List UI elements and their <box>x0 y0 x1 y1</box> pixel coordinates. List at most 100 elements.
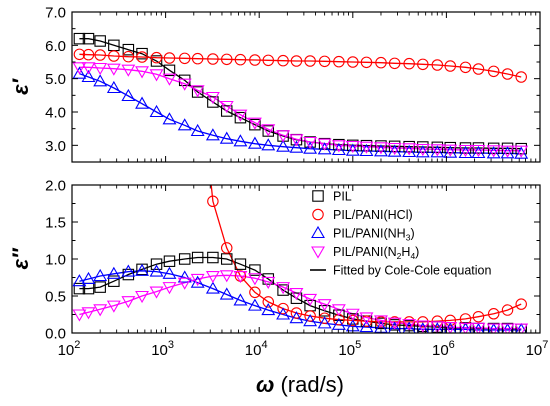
data-point <box>374 315 388 328</box>
data-point <box>177 277 192 290</box>
data-point <box>415 145 430 158</box>
data-point <box>205 270 220 284</box>
permittivity-imaginary-panel: 0.0 0.5 1.0 1.5 2.0 ε″ 102 103 104 105 106 107 <box>8 178 549 360</box>
y-tick-label: 0.5 <box>45 289 66 306</box>
data-point <box>347 139 359 152</box>
data-point <box>261 276 276 290</box>
data-point <box>289 287 304 301</box>
chart-legend: PIL PIL/PANI(HCl) PIL/PANI(NH3) PIL/PANI(N2… <box>310 190 491 278</box>
data-point <box>290 55 303 67</box>
data-point <box>207 53 219 65</box>
data-point <box>331 140 346 153</box>
y-axis-title: ε″ <box>8 247 33 270</box>
data-point <box>150 258 163 270</box>
x-tick-label: 107 <box>526 339 549 359</box>
data-point <box>471 322 486 333</box>
data-point <box>303 141 318 154</box>
y-tick-label: 1.5 <box>45 215 66 232</box>
fit-line-0 <box>79 38 522 150</box>
data-point <box>73 282 86 295</box>
y-tick-label: 6.0 <box>45 38 66 55</box>
data-point <box>304 55 316 67</box>
data-point <box>247 273 262 286</box>
data-point <box>375 56 387 69</box>
data-point <box>72 62 87 75</box>
data-point <box>162 112 177 125</box>
data-point <box>515 298 527 310</box>
data-point <box>458 145 473 159</box>
data-point <box>471 144 486 158</box>
data-point <box>277 284 289 296</box>
data-point <box>121 296 136 309</box>
data-point <box>178 253 191 265</box>
data-point <box>276 282 291 295</box>
data-point <box>220 53 233 66</box>
data-point <box>347 56 359 68</box>
data-point <box>375 140 387 152</box>
data-point <box>249 264 261 276</box>
data-point <box>261 138 276 151</box>
data-point <box>163 255 176 267</box>
data-point <box>81 271 96 285</box>
fit-line-2 <box>79 73 522 155</box>
data-point <box>500 146 515 159</box>
data-point <box>345 140 360 154</box>
data-point <box>514 145 529 158</box>
data-point <box>331 317 346 330</box>
data-point <box>387 317 402 330</box>
data-point <box>333 138 345 151</box>
data-point <box>93 74 108 87</box>
data-point <box>402 144 417 158</box>
data-point <box>149 104 164 118</box>
y-tick-label: 5.0 <box>45 71 66 88</box>
data-point <box>374 142 388 155</box>
data-point <box>249 286 261 299</box>
data-point <box>443 322 458 333</box>
data-point <box>149 69 164 82</box>
data-point <box>177 270 192 283</box>
data-point <box>277 302 289 315</box>
data-point <box>135 96 149 109</box>
data-point <box>219 270 234 283</box>
data-point <box>106 266 121 279</box>
data-point <box>289 140 304 153</box>
data-point <box>136 47 148 60</box>
data-point <box>73 48 86 61</box>
data-point <box>162 73 177 86</box>
data-point <box>205 281 220 294</box>
data-point <box>247 117 262 130</box>
y-tick-label: 1.0 <box>45 252 66 269</box>
plot-area <box>72 185 529 333</box>
x-tick-label: 102 <box>58 339 81 359</box>
data-point <box>73 32 86 45</box>
fit-line-3 <box>79 66 522 152</box>
data-point <box>402 143 417 156</box>
data-point <box>190 275 205 288</box>
data-point <box>387 142 402 156</box>
data-point <box>359 319 374 333</box>
data-point <box>177 78 192 91</box>
data-point <box>514 323 529 333</box>
data-point <box>416 322 430 333</box>
data-point <box>388 319 401 331</box>
data-point <box>359 312 374 325</box>
data-point <box>121 88 136 102</box>
data-point <box>472 310 485 323</box>
data-point <box>303 136 318 150</box>
data-point <box>318 312 331 324</box>
data-point <box>345 308 360 321</box>
data-point <box>219 287 234 300</box>
fit-line-1 <box>210 185 522 323</box>
data-point <box>303 314 318 327</box>
data-point <box>345 143 360 156</box>
legend-marker <box>311 246 325 259</box>
data-point <box>388 316 401 328</box>
data-point <box>150 51 163 64</box>
data-point <box>486 146 501 159</box>
data-point <box>290 307 303 319</box>
data-point <box>431 59 444 71</box>
data-point <box>276 307 291 320</box>
data-point <box>233 109 248 122</box>
data-point <box>233 270 248 284</box>
legend-label: PIL <box>333 190 352 204</box>
